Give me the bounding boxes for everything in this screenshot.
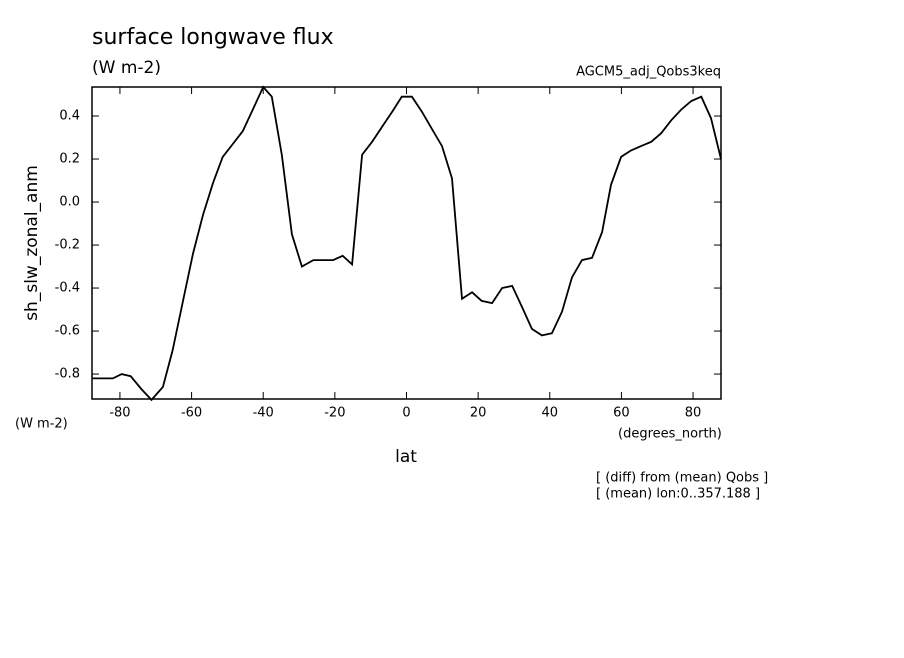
x-tick-label: 40 — [542, 406, 559, 421]
x-axis-label: lat — [395, 447, 417, 467]
x-tick-label: -20 — [324, 406, 345, 421]
y-tick-label: -0.4 — [55, 281, 80, 296]
y-tick-label: 0.0 — [59, 195, 80, 210]
y-tick-label: 0.4 — [59, 109, 80, 124]
y-tick-label: -0.6 — [55, 324, 80, 339]
y-tick-label: -0.8 — [55, 367, 80, 382]
chart-title: surface longwave flux — [92, 25, 334, 50]
y-axis-label: sh_slw_zonal_anm — [22, 165, 42, 321]
annotation: [ (mean) lon:0..357.188 ] — [596, 487, 760, 502]
data-line — [92, 85, 722, 402]
x-tick-label: -40 — [253, 406, 274, 421]
x-units: (degrees_north) — [618, 427, 722, 442]
x-tick-label: 20 — [470, 406, 487, 421]
label-right: AGCM5_adj_Qobs3keq — [576, 65, 721, 80]
x-tick-label: 0 — [402, 406, 410, 421]
y-units: (W m-2) — [15, 417, 68, 432]
annotation: [ (diff) from (mean) Qobs ] — [596, 471, 768, 486]
x-tick-label: 80 — [685, 406, 702, 421]
x-tick-label: -60 — [181, 406, 202, 421]
chart-subtitle: (W m-2) — [92, 58, 161, 78]
x-tick-label: 60 — [613, 406, 630, 421]
y-tick-label: -0.2 — [55, 238, 80, 253]
x-tick-label: -80 — [109, 406, 130, 421]
y-tick-label: 0.2 — [59, 152, 80, 167]
